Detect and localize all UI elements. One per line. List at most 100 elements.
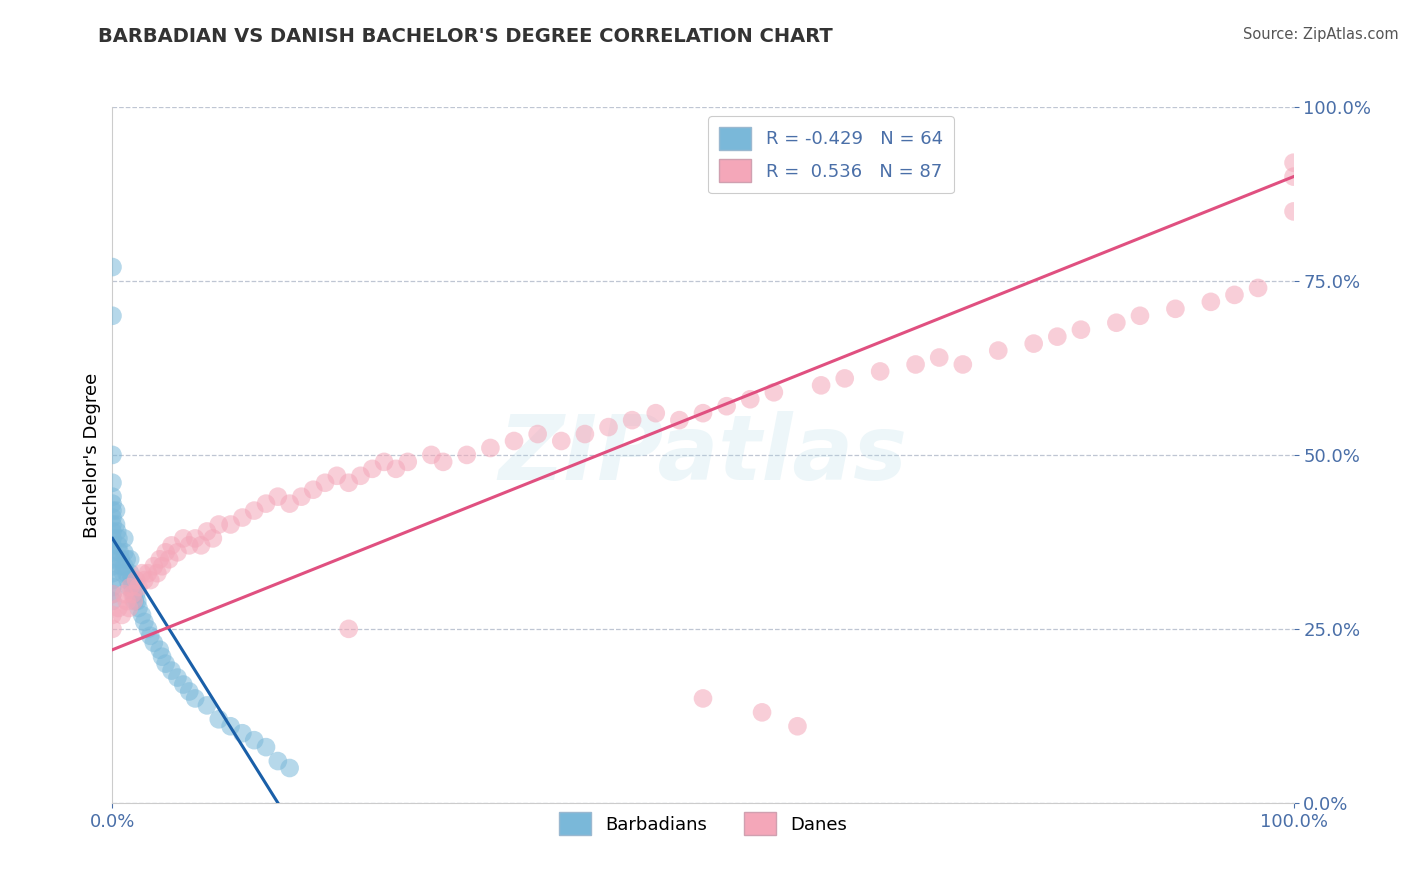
Point: [1046, 329, 1069, 343]
Point: [122, 587, 145, 601]
Point: [117, 573, 139, 587]
Y-axis label: Bachelor's Degree: Bachelor's Degree: [83, 372, 101, 538]
Text: Source: ZipAtlas.com: Source: ZipAtlas.com: [1243, 27, 1399, 42]
Point: [155, 657, 177, 671]
Point: [1282, 169, 1305, 184]
Point: [101, 475, 124, 490]
Point: [110, 552, 132, 566]
Point: [987, 343, 1010, 358]
Point: [111, 607, 134, 622]
Point: [420, 448, 443, 462]
Point: [115, 566, 138, 581]
Point: [1164, 301, 1187, 316]
Point: [904, 358, 927, 372]
Point: [101, 503, 124, 517]
Point: [254, 497, 277, 511]
Point: [1247, 281, 1270, 295]
Point: [337, 622, 360, 636]
Point: [574, 427, 596, 442]
Point: [184, 691, 207, 706]
Point: [208, 517, 231, 532]
Point: [146, 566, 169, 581]
Point: [115, 552, 138, 566]
Point: [101, 594, 124, 608]
Point: [136, 566, 159, 581]
Point: [326, 468, 349, 483]
Point: [278, 497, 301, 511]
Point: [157, 552, 180, 566]
Point: [1105, 316, 1128, 330]
Point: [1022, 336, 1045, 351]
Point: [349, 468, 371, 483]
Point: [101, 552, 124, 566]
Point: [121, 580, 143, 594]
Point: [692, 406, 714, 420]
Point: [118, 580, 141, 594]
Point: [101, 510, 124, 524]
Point: [1129, 309, 1152, 323]
Point: [118, 601, 141, 615]
Point: [105, 524, 128, 539]
Point: [928, 351, 950, 365]
Point: [621, 413, 644, 427]
Point: [869, 364, 891, 378]
Point: [101, 260, 124, 274]
Point: [127, 601, 149, 615]
Point: [314, 475, 336, 490]
Point: [108, 545, 131, 559]
Point: [150, 649, 173, 664]
Point: [120, 580, 142, 594]
Point: [1199, 294, 1222, 309]
Point: [361, 462, 384, 476]
Point: [503, 434, 526, 448]
Point: [120, 552, 142, 566]
Point: [127, 580, 149, 594]
Point: [101, 497, 124, 511]
Point: [131, 607, 153, 622]
Point: [112, 587, 135, 601]
Point: [479, 441, 502, 455]
Point: [139, 629, 162, 643]
Point: [526, 427, 548, 442]
Point: [254, 740, 277, 755]
Point: [267, 490, 290, 504]
Point: [834, 371, 856, 385]
Point: [762, 385, 785, 400]
Point: [127, 594, 149, 608]
Point: [166, 545, 188, 559]
Point: [120, 573, 142, 587]
Point: [107, 538, 129, 552]
Point: [112, 559, 135, 574]
Point: [101, 566, 124, 581]
Point: [101, 538, 124, 552]
Point: [195, 524, 218, 539]
Point: [172, 532, 194, 546]
Point: [131, 566, 153, 581]
Point: [124, 594, 146, 608]
Point: [125, 587, 148, 601]
Point: [101, 545, 124, 559]
Point: [302, 483, 325, 497]
Point: [432, 455, 454, 469]
Point: [740, 392, 762, 407]
Point: [267, 754, 290, 768]
Point: [101, 517, 124, 532]
Point: [101, 532, 124, 546]
Point: [101, 448, 124, 462]
Point: [155, 545, 177, 559]
Point: [142, 636, 165, 650]
Legend: Barbadians, Danes: Barbadians, Danes: [551, 805, 855, 842]
Point: [179, 538, 201, 552]
Point: [101, 573, 124, 587]
Point: [1282, 155, 1305, 169]
Point: [810, 378, 832, 392]
Point: [139, 573, 162, 587]
Point: [184, 532, 207, 546]
Point: [172, 677, 194, 691]
Point: [644, 406, 666, 420]
Point: [243, 503, 266, 517]
Point: [190, 538, 212, 552]
Point: [101, 524, 124, 539]
Text: BARBADIAN VS DANISH BACHELOR'S DEGREE CORRELATION CHART: BARBADIAN VS DANISH BACHELOR'S DEGREE CO…: [98, 27, 834, 45]
Point: [112, 566, 135, 581]
